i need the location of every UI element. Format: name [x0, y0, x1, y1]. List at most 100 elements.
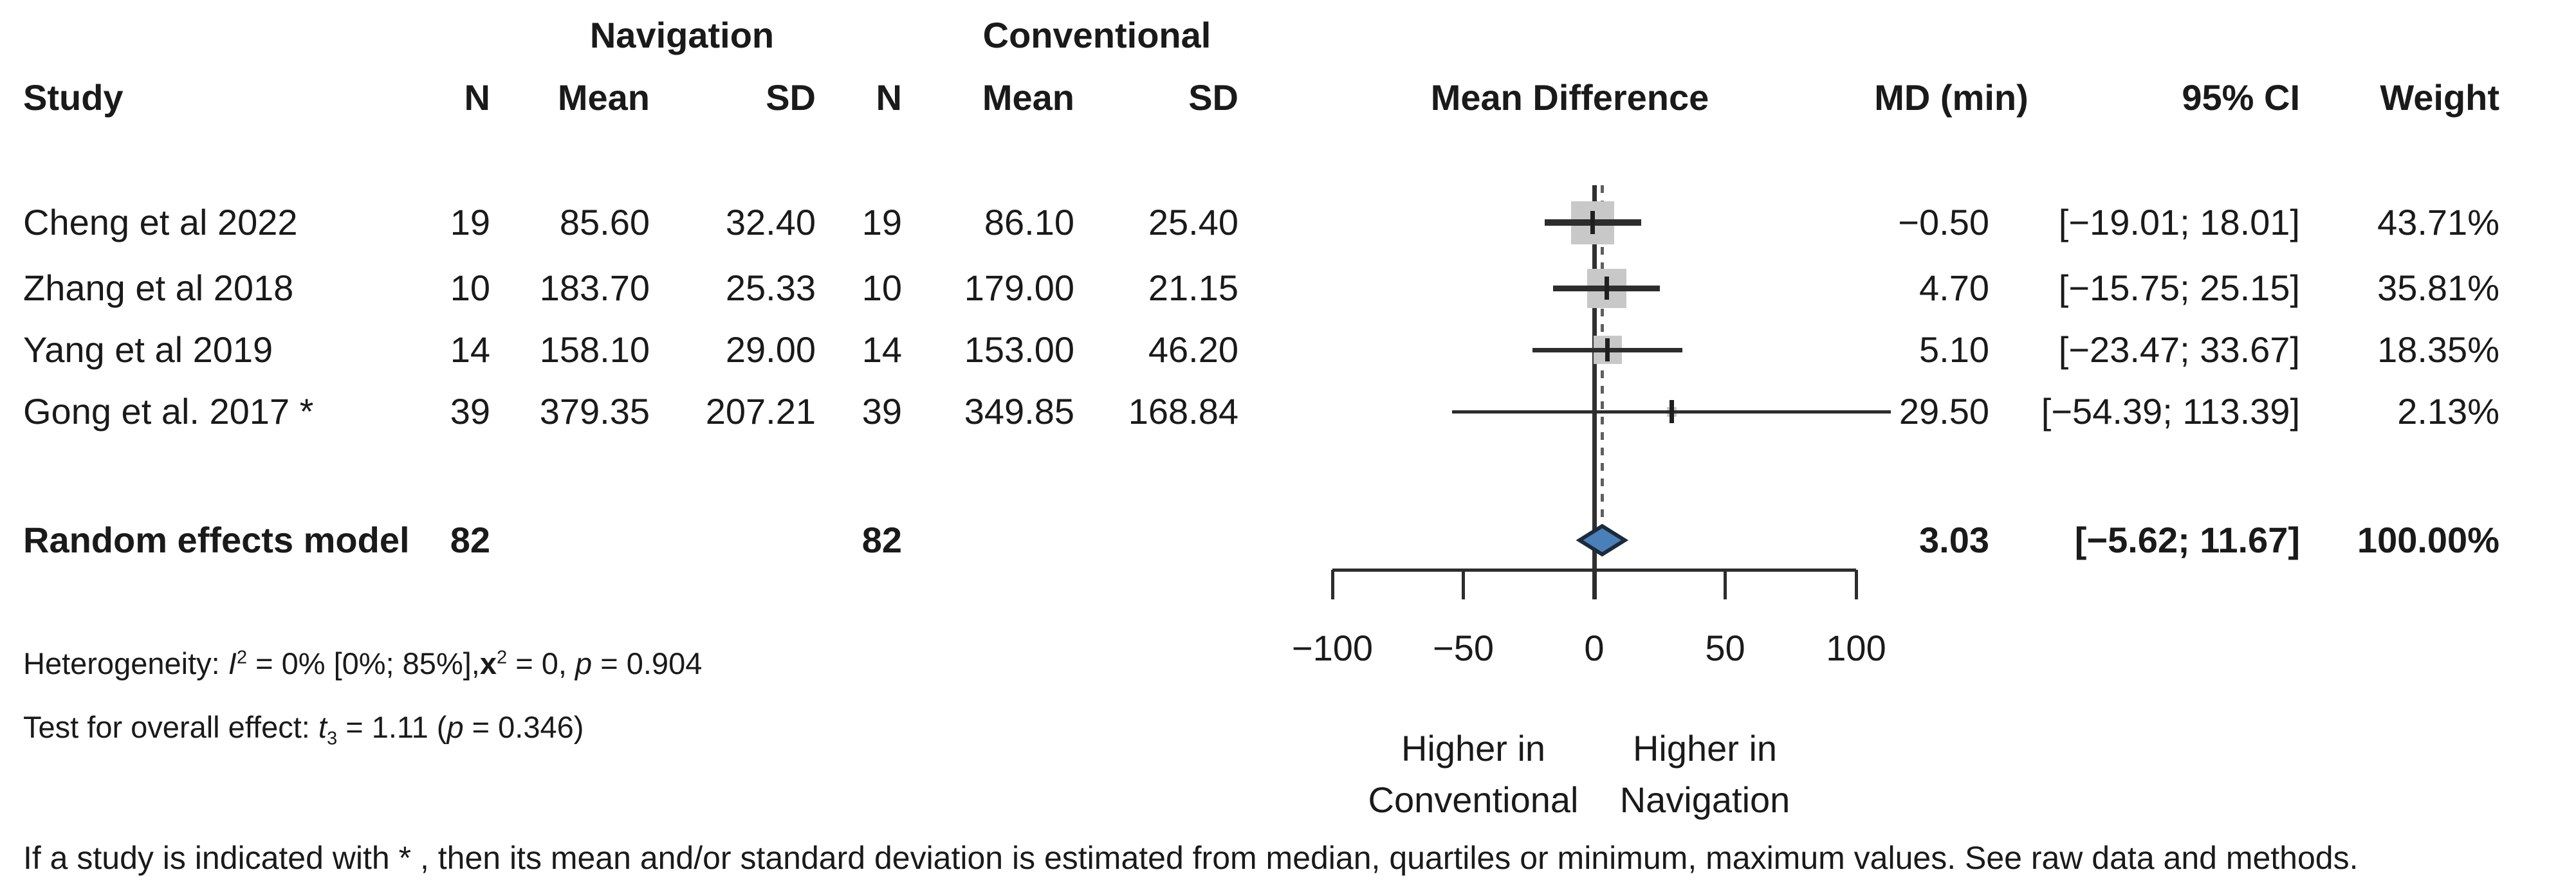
column-header-95ci: 95% CI — [2182, 77, 2300, 118]
column-header-conv-sd: SD — [1188, 77, 1238, 118]
axis-line — [1332, 569, 1856, 572]
mean-conv-cell: 349.85 — [964, 391, 1074, 432]
i-squared-symbol: I — [228, 646, 237, 680]
direction-label-left-line2: Conventional — [1368, 779, 1579, 820]
mean-conv-cell: 86.10 — [984, 202, 1074, 242]
overall-effect-text: Test for overall effect: t3 = 1.11 (p = … — [23, 710, 584, 749]
chi-squared-symbol: x — [479, 646, 497, 680]
pooled-dashed-line — [1600, 185, 1604, 525]
point-estimate-tick — [1590, 211, 1596, 234]
p-symbol: p — [446, 710, 464, 744]
study-label: Zhang et al 2018 — [23, 268, 294, 308]
footnote: If a study is indicated with * , then it… — [23, 840, 2359, 876]
weight-square — [1666, 406, 1677, 417]
summary-conv-n-cell: 82 — [861, 520, 902, 560]
weight-text-cell: 18.35% — [2377, 329, 2499, 370]
mean-nav-cell: 183.70 — [539, 268, 650, 308]
direction-label-right-line1: Higher in — [1632, 728, 1778, 769]
summary-row-label: Random effects model — [23, 520, 410, 560]
n-nav-cell: 10 — [450, 268, 490, 308]
heterogeneity-prefix: Heterogeneity: — [23, 646, 228, 680]
ci-text-cell: [−54.39; 113.39] — [2041, 391, 2300, 432]
direction-label-right-line2: Navigation — [1619, 779, 1790, 820]
weight-square — [1593, 336, 1622, 364]
axis-tick-label: 0 — [1584, 628, 1605, 668]
summary-weight-cell: 100.00% — [2357, 520, 2499, 560]
axis-tick — [1854, 570, 1858, 599]
p-symbol: p — [575, 646, 593, 680]
summary-diamond — [1576, 523, 1629, 557]
zero-line — [1592, 185, 1597, 599]
sd-nav-cell: 25.33 — [725, 268, 816, 308]
point-estimate-tick — [1605, 338, 1610, 361]
md-text-cell: 29.50 — [1899, 391, 1989, 432]
column-header-nav-sd: SD — [766, 77, 816, 118]
n-conv-cell: 14 — [861, 329, 902, 370]
weight-square — [1571, 201, 1615, 244]
axis-tick-label: −100 — [1291, 628, 1374, 668]
axis-tick-label: 50 — [1705, 628, 1745, 668]
column-header-nav-n: N — [464, 77, 490, 118]
axis-tick — [1330, 570, 1334, 599]
n-conv-cell: 10 — [861, 268, 902, 308]
ci-line — [1451, 410, 1891, 414]
column-header-md-min: MD (min) — [1874, 77, 2029, 118]
md-text-cell: 5.10 — [1919, 329, 1989, 370]
summary-nav-n-cell: 82 — [450, 520, 490, 560]
weight-text-cell: 35.81% — [2377, 268, 2499, 308]
overall-test-prefix: Test for overall effect: — [23, 710, 318, 744]
mean-conv-cell: 153.00 — [964, 329, 1074, 370]
sd-conv-cell: 25.40 — [1148, 202, 1238, 242]
study-label: Yang et al 2019 — [23, 329, 273, 370]
axis-tick — [1592, 570, 1596, 599]
column-header-study: Study — [23, 77, 124, 118]
study-label: Cheng et al 2022 — [23, 202, 298, 242]
ci-line — [1544, 219, 1642, 226]
mean-nav-cell: 379.35 — [539, 391, 650, 432]
mean-nav-cell: 158.10 — [539, 329, 650, 370]
n-conv-cell: 39 — [861, 391, 902, 432]
n-nav-cell: 39 — [450, 391, 490, 432]
axis-tick-label: 100 — [1826, 628, 1886, 668]
ci-line — [1532, 347, 1683, 352]
column-header-nav-mean: Mean — [557, 77, 650, 118]
sd-nav-cell: 207.21 — [705, 391, 816, 432]
heterogeneity-text: Heterogeneity: I2 = 0% [0%; 85%],x2 = 0,… — [23, 646, 703, 680]
direction-label-left-line1: Higher in — [1401, 728, 1546, 769]
weight-text-cell: 2.13% — [2397, 391, 2499, 432]
study-label: Gong et al. 2017 * — [23, 391, 314, 432]
summary-md-cell: 3.03 — [1919, 520, 1989, 560]
n-conv-cell: 19 — [861, 202, 902, 242]
mean-conv-cell: 179.00 — [964, 268, 1074, 308]
point-estimate-tick — [1604, 277, 1609, 300]
md-text-cell: −0.50 — [1898, 202, 1989, 242]
sd-conv-cell: 21.15 — [1148, 268, 1238, 308]
n-nav-cell: 14 — [450, 329, 490, 370]
sd-nav-cell: 29.00 — [725, 329, 816, 370]
ci-text-cell: [−19.01; 18.01] — [2058, 202, 2300, 242]
sd-conv-cell: 168.84 — [1128, 391, 1238, 432]
sd-conv-cell: 46.20 — [1148, 329, 1238, 370]
column-header-weight: Weight — [2380, 77, 2499, 118]
ci-text-cell: [−15.75; 25.15] — [2058, 268, 2300, 308]
weight-square — [1587, 268, 1626, 308]
weight-text-cell: 43.71% — [2377, 202, 2499, 242]
sd-nav-cell: 32.40 — [725, 202, 816, 242]
mean-nav-cell: 85.60 — [559, 202, 650, 242]
column-header-conv-n: N — [876, 77, 902, 118]
md-text-cell: 4.70 — [1919, 268, 1989, 308]
summary-ci-cell: [−5.62; 11.67] — [2074, 520, 2300, 560]
ci-line — [1552, 285, 1661, 291]
column-header-conv-mean: Mean — [982, 77, 1074, 118]
group-header-conventional: Conventional — [982, 15, 1211, 55]
column-header-mean-difference: Mean Difference — [1430, 77, 1709, 118]
t-symbol: t — [318, 710, 327, 744]
ci-text-cell: [−23.47; 33.67] — [2058, 329, 2300, 370]
axis-tick-label: −50 — [1433, 628, 1494, 668]
axis-tick — [1724, 570, 1727, 599]
axis-tick — [1462, 570, 1465, 599]
group-header-navigation: Navigation — [589, 15, 775, 55]
point-estimate-tick — [1669, 400, 1674, 423]
n-nav-cell: 19 — [450, 202, 490, 242]
